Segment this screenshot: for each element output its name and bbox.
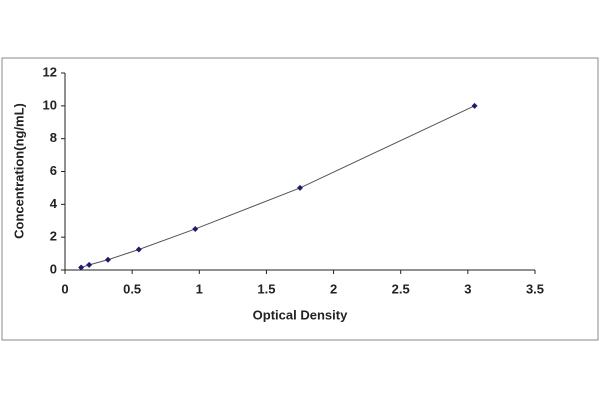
x-tick-label: 2.5: [392, 281, 410, 296]
point: [297, 184, 303, 191]
point: [192, 225, 199, 232]
x-tick-label: 1: [196, 281, 203, 296]
x-tick-label: 0: [61, 281, 68, 296]
point: [135, 246, 142, 253]
chart-frame: [1, 57, 599, 341]
x-axis-label: Optical Density: [253, 307, 348, 322]
x-tick-label: 3: [464, 281, 471, 296]
y-tick-label: 12: [43, 64, 57, 79]
point: [104, 256, 111, 263]
y-tick-label: 10: [43, 97, 57, 112]
y-tick-label: 0: [50, 261, 57, 276]
x-tick-label: 1.5: [257, 281, 275, 296]
x-tick-label: 0.5: [123, 281, 141, 296]
x-tick-label: 2: [330, 281, 337, 296]
y-axis-label: Concentration(ng/mL): [11, 103, 26, 239]
y-tick-label: 2: [50, 229, 57, 244]
point: [471, 102, 478, 109]
point: [86, 261, 93, 268]
y-tick-label: 8: [50, 130, 57, 145]
y-tick-label: 6: [50, 163, 57, 178]
y-tick-label: 4: [50, 196, 58, 211]
point: [78, 264, 85, 271]
x-tick-label: 3.5: [526, 281, 544, 296]
fit-curve: [80, 105, 475, 268]
